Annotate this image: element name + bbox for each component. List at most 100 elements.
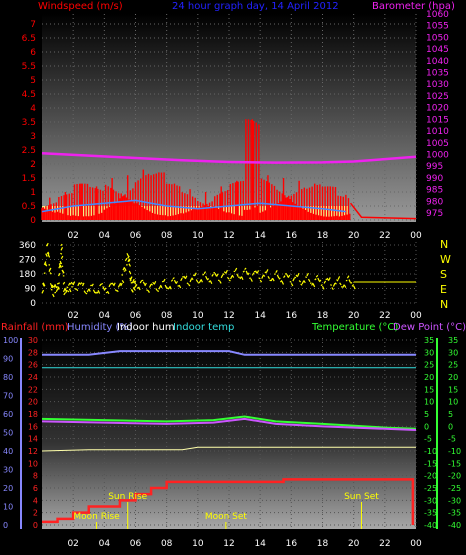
wind-tick-label: 2 xyxy=(30,160,36,170)
direction-sample xyxy=(128,263,131,267)
direction-sample xyxy=(126,252,129,257)
direction-sample xyxy=(100,282,104,285)
direction-sample xyxy=(68,288,72,293)
direction-sample xyxy=(242,270,245,273)
barometer-tick-label: 980 xyxy=(426,197,443,207)
direction-sample xyxy=(80,282,83,285)
direction-sample xyxy=(60,252,63,255)
direction-tick-label: 90 xyxy=(25,285,37,295)
direction-sample xyxy=(152,281,155,285)
temp-x-tick-label: 18 xyxy=(317,539,329,549)
event-label: Sun Set xyxy=(344,492,379,502)
direction-sample xyxy=(155,288,158,291)
direction-sample xyxy=(164,284,168,289)
series-layer xyxy=(41,119,417,529)
direction-sample xyxy=(230,275,233,280)
direction-x-tick-label: 02 xyxy=(67,311,78,321)
temp-x-tick-label: 04 xyxy=(99,539,111,549)
direction-sample xyxy=(298,280,302,283)
direction-sample xyxy=(124,257,128,262)
legend-dew-point: Dew Point (°C) xyxy=(393,322,466,333)
temperature-tick-label: -5 xyxy=(424,435,432,444)
direction-sample xyxy=(312,283,316,288)
direction-sample xyxy=(297,272,300,277)
direction-sample xyxy=(78,282,82,285)
direction-tick-label: 0 xyxy=(30,299,36,309)
direction-x-tick-label: 10 xyxy=(192,311,204,321)
direction-sample xyxy=(272,277,275,282)
direction-sample xyxy=(256,270,260,274)
direction-sample xyxy=(219,280,222,284)
direction-sample xyxy=(231,274,235,278)
humidity-tick-label: 90 xyxy=(3,355,13,364)
dewpoint-tick-label: -30 xyxy=(448,496,461,505)
wind-x-tick-label: 16 xyxy=(286,231,298,241)
direction-sample xyxy=(351,284,355,287)
direction-sample xyxy=(306,272,309,277)
direction-sample xyxy=(292,277,295,282)
wind-tick-label: 0.5 xyxy=(22,202,36,212)
wind-x-tick-label: 08 xyxy=(161,231,173,241)
direction-sample xyxy=(139,280,143,284)
temperature-tick-label: 25 xyxy=(424,361,434,370)
direction-sample xyxy=(245,270,249,275)
direction-sample xyxy=(44,263,48,267)
direction-sample xyxy=(81,282,85,287)
legend-indoor-hum: Indoor hum xyxy=(117,322,175,333)
direction-sample xyxy=(61,265,64,268)
rain-line xyxy=(42,478,415,525)
direction-sample xyxy=(147,290,150,293)
direction-sample xyxy=(166,287,169,290)
direction-sample xyxy=(332,283,336,287)
rain-tick-label: 2 xyxy=(33,509,38,518)
direction-x-tick-label: 12 xyxy=(223,311,234,321)
dewpoint-tick-label: -20 xyxy=(448,472,461,481)
compass-label: N xyxy=(440,298,448,311)
direction-x-tick-label: 16 xyxy=(286,311,298,321)
legend-indoor-temp: Indoor temp xyxy=(173,322,234,333)
wind-tick-label: 3.5 xyxy=(22,118,36,128)
direction-sample xyxy=(48,267,52,271)
direction-sample xyxy=(129,279,132,282)
wind-tick-label: 3 xyxy=(30,132,36,142)
direction-sample xyxy=(203,271,207,275)
direction-sample xyxy=(191,277,194,281)
wind-late-line xyxy=(349,202,417,220)
temperature-tick-label: 30 xyxy=(424,348,434,357)
temp-x-tick-label: 10 xyxy=(192,539,204,549)
wind-x-tick-label: 00 xyxy=(410,231,422,241)
barometer-tick-label: 995 xyxy=(426,162,443,172)
direction-sample xyxy=(209,280,213,284)
wind-x-tick-label: 06 xyxy=(130,231,142,241)
direction-sample xyxy=(103,287,107,291)
humidity-tick-label: 10 xyxy=(3,503,13,512)
temperature-tick-label: 15 xyxy=(424,385,434,394)
direction-sample xyxy=(326,277,330,282)
rain-tick-label: 28 xyxy=(28,348,38,357)
direction-sample xyxy=(97,289,101,294)
humidity-tick-label: 80 xyxy=(3,373,13,382)
temperature-tick-label: -25 xyxy=(424,484,437,493)
wind-avg-line xyxy=(41,199,346,213)
direction-sample xyxy=(248,277,252,280)
direction-sample xyxy=(279,279,283,283)
direction-sample xyxy=(211,273,214,277)
temp-const-line xyxy=(41,446,416,452)
direction-sample xyxy=(300,283,303,286)
dewpoint-tick-label: -5 xyxy=(448,435,456,444)
direction-x-tick-label: 18 xyxy=(317,311,329,321)
rain-tick-label: 30 xyxy=(28,336,38,345)
direction-sample xyxy=(222,273,225,276)
direction-sample xyxy=(116,289,119,293)
barometer-axis-title: Barometer (hpa) xyxy=(372,1,455,12)
compass-label: E xyxy=(440,283,447,296)
barometer-tick-label: 1050 xyxy=(426,33,449,43)
direction-sample xyxy=(106,290,110,295)
direction-sample xyxy=(110,282,113,285)
barometer-tick-label: 1040 xyxy=(426,57,449,67)
direction-panel xyxy=(42,242,416,304)
temp-x-tick-label: 00 xyxy=(410,539,422,549)
barometer-tick-label: 1035 xyxy=(426,69,449,79)
direction-sample xyxy=(49,272,52,275)
